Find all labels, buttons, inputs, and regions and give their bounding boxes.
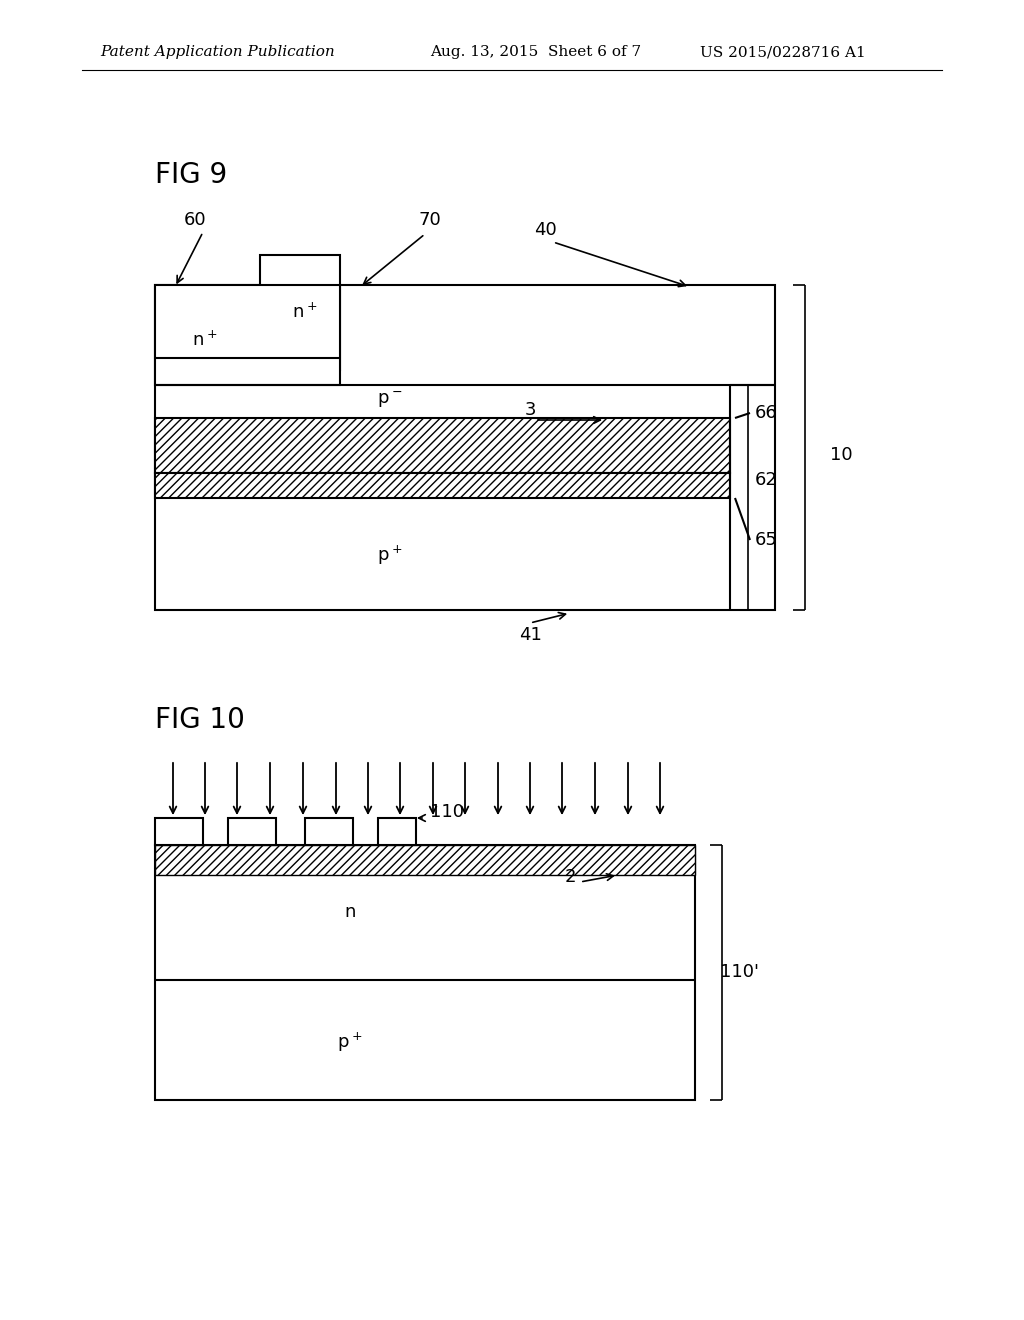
Bar — [155, 818, 203, 845]
Text: 40: 40 — [534, 220, 556, 239]
Text: n$^+$: n$^+$ — [193, 330, 218, 350]
Text: FIG 9: FIG 9 — [155, 161, 227, 189]
Bar — [155, 473, 730, 498]
Text: p$^-$: p$^-$ — [378, 389, 402, 411]
Bar — [378, 818, 416, 845]
Text: 2: 2 — [564, 869, 575, 886]
Bar — [260, 255, 340, 370]
Text: 41: 41 — [518, 626, 542, 644]
Text: Patent Application Publication: Patent Application Publication — [100, 45, 335, 59]
Bar — [228, 818, 276, 845]
Bar — [155, 418, 730, 473]
Bar — [305, 818, 353, 845]
Text: 66: 66 — [755, 404, 778, 422]
Text: Aug. 13, 2015  Sheet 6 of 7: Aug. 13, 2015 Sheet 6 of 7 — [430, 45, 641, 59]
Text: 62: 62 — [755, 471, 778, 488]
Bar — [155, 845, 695, 875]
Text: 70: 70 — [419, 211, 441, 228]
Text: 65: 65 — [755, 531, 778, 549]
Text: 3: 3 — [524, 401, 536, 418]
Text: 10: 10 — [830, 446, 853, 465]
Bar — [155, 285, 775, 610]
Text: FIG 10: FIG 10 — [155, 706, 245, 734]
Text: p$^+$: p$^+$ — [378, 544, 402, 566]
Text: n: n — [344, 903, 355, 921]
Text: 60: 60 — [183, 211, 206, 228]
Bar — [155, 285, 340, 385]
Text: p$^+$: p$^+$ — [337, 1031, 362, 1053]
Bar — [155, 845, 695, 1100]
Text: 110: 110 — [430, 803, 464, 821]
Text: 110': 110' — [720, 964, 759, 981]
Text: US 2015/0228716 A1: US 2015/0228716 A1 — [700, 45, 865, 59]
Text: n$^+$: n$^+$ — [293, 302, 317, 322]
